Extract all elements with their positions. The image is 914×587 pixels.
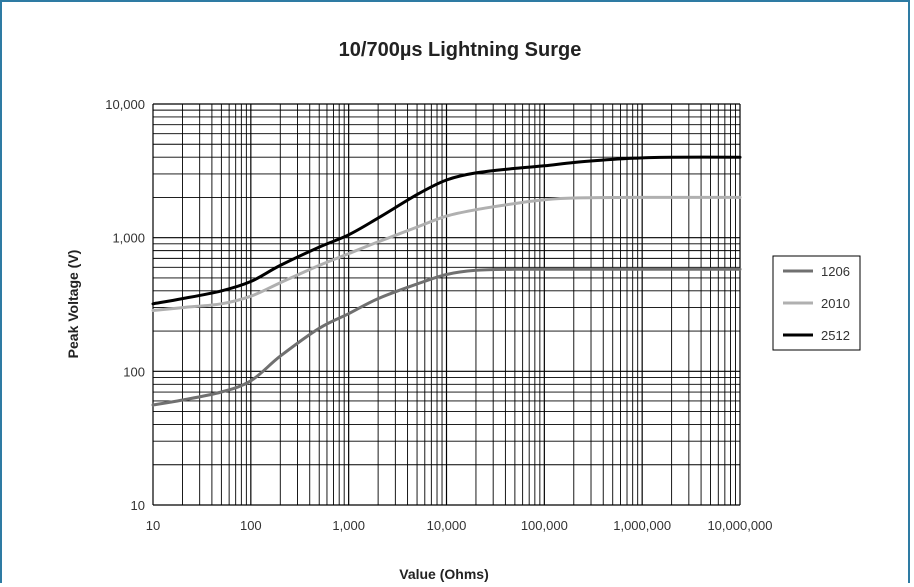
legend-label-1206: 1206 <box>821 264 850 279</box>
series-lines <box>151 155 742 407</box>
y-tick-label: 1,000 <box>112 231 145 246</box>
x-tick-label: 10,000,000 <box>707 518 772 533</box>
x-axis-label: Value (Ohms) <box>399 566 488 582</box>
legend-label-2010: 2010 <box>821 296 850 311</box>
x-tick-label: 10,000 <box>427 518 467 533</box>
x-tick-label: 1,000,000 <box>613 518 671 533</box>
y-tick-label: 10 <box>131 498 145 513</box>
x-tick-label: 100,000 <box>521 518 568 533</box>
grid <box>152 103 741 506</box>
legend-label-2512: 2512 <box>821 328 850 343</box>
legend: 1206 2010 2512 <box>772 255 861 351</box>
y-axis-label: Peak Voltage (V) <box>65 250 81 359</box>
chart-title: 10/700µs Lightning Surge <box>339 39 582 61</box>
y-tick-label: 100 <box>123 364 145 379</box>
y-tick-label: 10,000 <box>105 97 145 112</box>
x-tick-label: 1,000 <box>332 518 365 533</box>
x-tick-label: 10 <box>146 518 160 533</box>
series-line-2512 <box>151 155 742 306</box>
x-tick-label: 100 <box>240 518 262 533</box>
series-line-2010 <box>151 195 742 312</box>
series-line-1206 <box>151 267 742 407</box>
tick-labels: 10 100 1,000 10,000 100,000 1,000,000 10,000,0… <box>105 97 772 533</box>
